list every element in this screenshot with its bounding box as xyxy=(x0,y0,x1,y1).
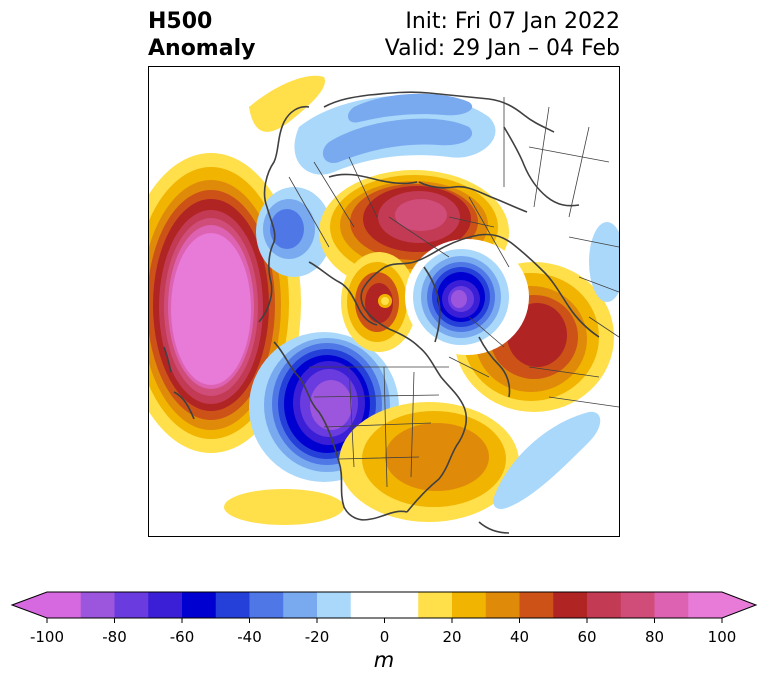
title-field: Anomaly xyxy=(148,36,256,61)
colorbar-tick-label: -100 xyxy=(29,628,65,646)
colorbar-tick-label: 20 xyxy=(442,628,462,646)
init-date: Init: Fri 07 Jan 2022 xyxy=(405,9,620,34)
colorbar-segment xyxy=(553,592,588,618)
colorbar-segment xyxy=(350,592,385,618)
colorbar-segment xyxy=(148,592,183,618)
colorbar-segment xyxy=(215,592,250,618)
colorbar-segments xyxy=(10,591,758,619)
colorbar-segment xyxy=(519,592,554,618)
colorbar-segment xyxy=(452,592,487,618)
colorbar-ticks xyxy=(46,618,723,623)
colorbar-segment xyxy=(80,592,115,618)
colorbar-over-arrow xyxy=(722,592,756,618)
colorbar-tick-label: -40 xyxy=(237,628,262,646)
colorbar-tick-label: 40 xyxy=(509,628,530,646)
atlantic-trough xyxy=(493,222,619,509)
colorbar-units: m xyxy=(373,648,395,672)
colorbar-segment xyxy=(317,592,352,618)
alaska-ridge xyxy=(249,75,325,132)
map-panel xyxy=(148,66,620,537)
colorbar-segment xyxy=(384,592,419,618)
colorbar-segment xyxy=(688,592,723,618)
colorbar-segment xyxy=(47,592,82,618)
colorbar-tick-label: 100 xyxy=(707,628,737,646)
colorbar-tick-label: -60 xyxy=(169,628,195,646)
coastlines xyxy=(163,91,600,534)
valid-period: Valid: 29 Jan – 04 Feb xyxy=(384,36,620,61)
colorbar-segment xyxy=(485,592,520,618)
arctic-negative-band xyxy=(294,93,496,175)
title-variable: H500 xyxy=(148,9,213,34)
colorbar-tick-label: 80 xyxy=(644,628,665,646)
colorbar-tick-label: 0 xyxy=(379,628,390,646)
north-pole-spot xyxy=(378,294,392,308)
colorbar-tick-label: -80 xyxy=(102,628,127,646)
colorbar-segment xyxy=(587,592,622,618)
colorbar-under-arrow xyxy=(12,592,47,618)
colorbar-tick-label: 60 xyxy=(577,628,597,646)
forecast-dates: Init: Fri 07 Jan 2022 Valid: 29 Jan – 04… xyxy=(385,8,620,62)
political-borders xyxy=(288,97,619,488)
colorbar-segment xyxy=(114,592,149,618)
colorbar-segment xyxy=(418,592,453,618)
kara-sea-trough xyxy=(405,239,529,355)
eastern-us-ridge xyxy=(224,402,519,525)
western-canada-trough xyxy=(256,187,332,277)
colorbar-tick-label: -20 xyxy=(304,628,330,646)
map-title: H500 Anomaly xyxy=(148,8,255,62)
colorbar xyxy=(10,591,758,623)
colorbar-segment xyxy=(654,592,689,618)
colorbar-segment xyxy=(283,592,318,618)
colorbar-segment xyxy=(182,592,217,618)
colorbar-segment xyxy=(620,592,655,618)
colorbar-segment xyxy=(249,592,284,618)
anomaly-map xyxy=(149,67,619,536)
